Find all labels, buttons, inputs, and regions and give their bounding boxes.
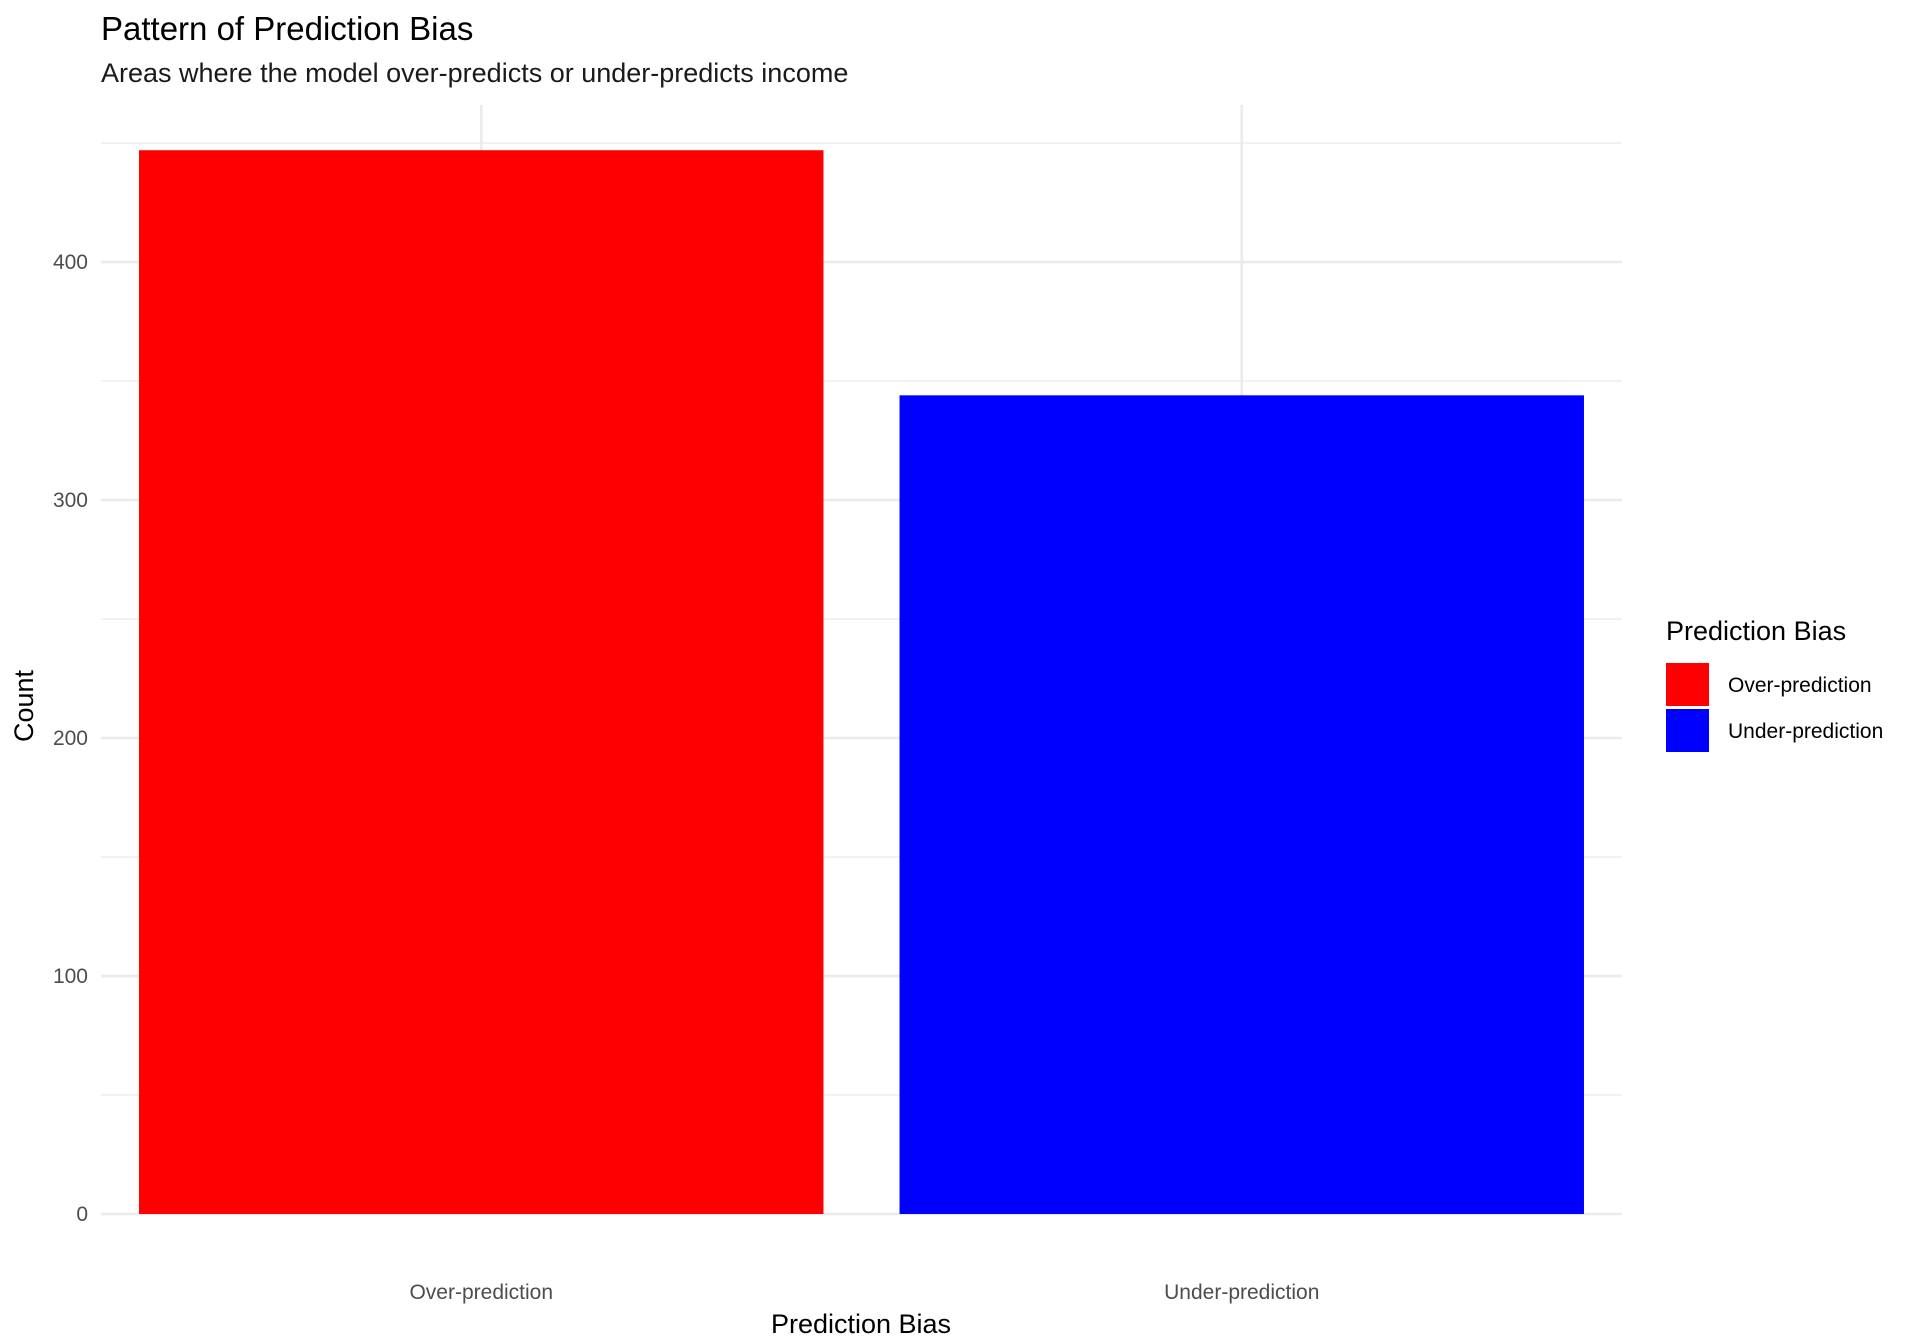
- legend-items: Over-prediction Under-prediction: [1666, 663, 1883, 752]
- y-tick-label: 300: [53, 489, 88, 512]
- x-axis-ticks: Over-prediction Under-prediction: [409, 1281, 1319, 1304]
- y-axis-title: Count: [9, 669, 39, 742]
- bar-over-prediction: [139, 150, 824, 1214]
- chart-title: Pattern of Prediction Bias: [101, 10, 473, 47]
- legend-label: Over-prediction: [1728, 674, 1872, 697]
- y-axis-ticks: 0 100 200 300 400: [53, 251, 88, 1226]
- bar-under-prediction: [899, 395, 1584, 1214]
- legend: Prediction Bias Over-prediction Under-pre…: [1666, 616, 1883, 752]
- legend-swatch: [1666, 709, 1709, 752]
- legend-label: Under-prediction: [1728, 720, 1883, 743]
- x-axis-title: Prediction Bias: [771, 1309, 951, 1339]
- legend-swatch: [1666, 663, 1709, 706]
- x-tick-label: Under-prediction: [1164, 1281, 1319, 1304]
- legend-title: Prediction Bias: [1666, 616, 1846, 646]
- y-tick-label: 200: [53, 727, 88, 750]
- chart-subtitle: Areas where the model over-predicts or u…: [101, 58, 848, 88]
- y-tick-label: 100: [53, 965, 88, 988]
- y-tick-label: 0: [76, 1203, 88, 1226]
- bars: [139, 150, 1584, 1214]
- y-tick-label: 400: [53, 251, 88, 274]
- x-tick-label: Over-prediction: [409, 1281, 553, 1304]
